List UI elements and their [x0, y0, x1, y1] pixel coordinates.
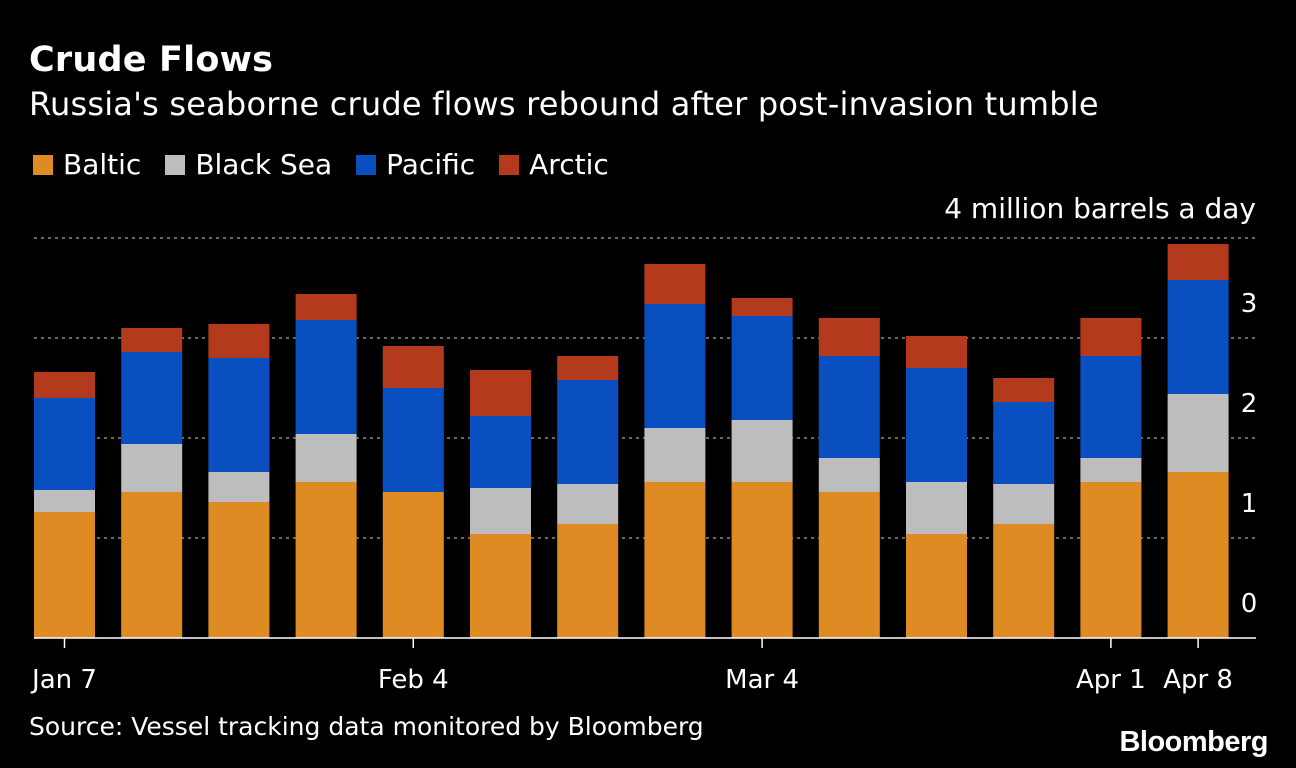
legend: Baltic Black Sea Pacific Arctic	[33, 148, 633, 181]
bar-black-sea-jan-14	[121, 444, 183, 492]
y-tick-label-3: 3	[1241, 289, 1258, 319]
bar-arctic-jan-7	[34, 372, 95, 398]
bar-baltic-apr-8	[1167, 472, 1229, 638]
bloomberg-logo: Bloomberg	[1119, 726, 1268, 758]
y-tick-label-2: 2	[1241, 389, 1258, 419]
bar-black-sea-jan-28	[295, 434, 357, 482]
x-tick-label-mar-4: Mar 4	[725, 665, 799, 695]
bar-pacific-jan-28	[295, 320, 357, 434]
bar-baltic-jan-14	[121, 492, 183, 638]
legend-label-arctic: Arctic	[529, 148, 609, 181]
bar-baltic-feb-18	[557, 524, 619, 638]
bar-arctic-mar-11	[818, 318, 880, 356]
bar-arctic-feb-11	[470, 370, 531, 416]
legend-swatch-arctic	[499, 154, 520, 175]
y-tick-label-1: 1	[1241, 489, 1258, 519]
legend-swatch-black-sea	[165, 154, 186, 175]
legend-item-baltic: Baltic	[33, 148, 141, 181]
bar-black-sea-mar-11	[818, 458, 880, 492]
bar-pacific-jan-14	[121, 352, 183, 444]
y-tick-label-0: 0	[1241, 589, 1258, 619]
bar-arctic-feb-4	[382, 346, 444, 388]
bar-baltic-mar-4	[731, 482, 793, 638]
bar-black-sea-jan-21	[208, 472, 270, 502]
bar-pacific-mar-11	[818, 356, 880, 458]
bar-black-sea-feb-25	[644, 428, 706, 482]
x-tick-label-apr-8: Apr 8	[1163, 665, 1233, 695]
bar-pacific-apr-1	[1080, 356, 1142, 458]
bar-pacific-mar-25	[993, 402, 1055, 484]
bar-baltic-jan-21	[208, 502, 270, 638]
bar-baltic-mar-11	[818, 492, 880, 638]
bar-pacific-feb-4	[382, 388, 444, 492]
bar-arctic-jan-28	[295, 294, 357, 320]
legend-item-arctic: Arctic	[499, 148, 609, 181]
bar-black-sea-jan-7	[34, 490, 95, 512]
bar-arctic-jan-14	[121, 328, 183, 352]
bar-baltic-jan-28	[295, 482, 357, 638]
bar-arctic-mar-4	[731, 298, 793, 316]
bar-arctic-jan-21	[208, 324, 270, 358]
bar-black-sea-apr-1	[1080, 458, 1142, 482]
bar-baltic-mar-25	[993, 524, 1055, 638]
source-note: Source: Vessel tracking data monitored b…	[29, 712, 704, 741]
legend-item-pacific: Pacific	[356, 148, 475, 181]
chart-title: Crude Flows	[29, 40, 274, 80]
bar-black-sea-mar-4	[731, 420, 793, 482]
bar-arctic-feb-18	[557, 356, 619, 380]
legend-label-pacific: Pacific	[386, 148, 476, 181]
bar-black-sea-mar-25	[993, 484, 1055, 524]
units-label: 4 million barrels a day	[944, 192, 1256, 225]
legend-swatch-pacific	[356, 154, 377, 175]
bar-arctic-mar-25	[993, 378, 1055, 402]
bar-pacific-mar-18	[906, 368, 967, 482]
bar-pacific-apr-8	[1167, 280, 1229, 394]
legend-swatch-baltic	[33, 154, 53, 175]
bar-pacific-feb-25	[644, 304, 706, 428]
legend-item-black-sea: Black Sea	[165, 148, 332, 181]
bar-pacific-feb-11	[470, 416, 531, 488]
bar-black-sea-mar-18	[906, 482, 967, 534]
x-tick-label-jan-7: Jan 7	[30, 665, 97, 695]
bar-pacific-mar-4	[731, 316, 793, 420]
bar-black-sea-feb-11	[470, 488, 531, 534]
bar-pacific-jan-7	[34, 398, 95, 490]
bar-arctic-mar-18	[906, 336, 967, 368]
bar-baltic-feb-25	[644, 482, 706, 638]
bar-pacific-jan-21	[208, 358, 270, 472]
legend-label-black-sea: Black Sea	[195, 148, 333, 181]
x-tick-label-feb-4: Feb 4	[378, 665, 449, 695]
bar-black-sea-feb-18	[557, 484, 619, 524]
bar-black-sea-apr-8	[1167, 394, 1229, 472]
bar-baltic-feb-4	[382, 492, 444, 638]
x-tick-label-apr-1: Apr 1	[1076, 665, 1146, 695]
bar-baltic-feb-11	[470, 534, 531, 638]
chart-subtitle: Russia's seaborne crude flows rebound af…	[29, 85, 1099, 123]
legend-label-baltic: Baltic	[63, 148, 142, 181]
bar-arctic-feb-25	[644, 264, 706, 304]
bar-arctic-apr-1	[1080, 318, 1142, 356]
bar-baltic-mar-18	[906, 534, 967, 638]
bar-pacific-feb-18	[557, 380, 619, 484]
bar-arctic-apr-8	[1167, 244, 1229, 280]
bar-baltic-apr-1	[1080, 482, 1142, 638]
bar-baltic-jan-7	[34, 512, 95, 638]
